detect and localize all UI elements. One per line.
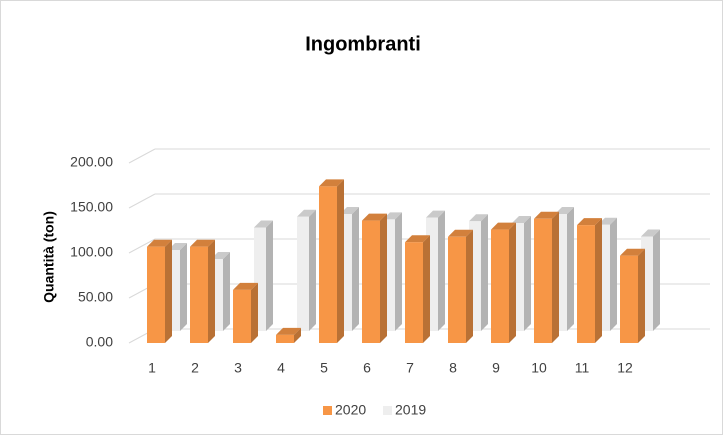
bar-side bbox=[423, 235, 430, 343]
bar-back-top bbox=[297, 209, 316, 217]
x-tick-label: 9 bbox=[492, 360, 500, 376]
bar bbox=[233, 289, 251, 343]
bar-side bbox=[466, 229, 473, 343]
bar-back-side bbox=[524, 216, 531, 331]
bar-top bbox=[147, 239, 172, 247]
bar-back-side bbox=[653, 229, 660, 331]
legend-swatch bbox=[383, 406, 392, 415]
bar-back-side bbox=[352, 207, 359, 331]
bar-back-top bbox=[512, 216, 531, 223]
bar-back-side bbox=[438, 210, 445, 331]
bar-back-top bbox=[641, 229, 660, 237]
bar-back-side bbox=[266, 220, 273, 331]
bar-back-top bbox=[426, 210, 445, 218]
bar-top bbox=[491, 222, 516, 230]
x-tick-label: 11 bbox=[575, 360, 590, 376]
grid-line-depth bbox=[128, 238, 156, 254]
bar-back-side bbox=[395, 212, 402, 331]
x-tick-label: 4 bbox=[277, 360, 285, 376]
bar-back bbox=[297, 216, 309, 331]
bar-side bbox=[638, 248, 645, 343]
x-tick-label: 1 bbox=[148, 360, 156, 376]
x-tick-label: 5 bbox=[320, 360, 328, 376]
bar-top bbox=[319, 179, 344, 187]
bar-back-top bbox=[254, 220, 273, 228]
grid-line-depth bbox=[128, 193, 156, 209]
bar-top bbox=[620, 248, 645, 256]
bar-back-top bbox=[211, 252, 230, 259]
bar bbox=[147, 246, 165, 343]
bar-top bbox=[190, 239, 215, 247]
bar-back-top bbox=[469, 214, 488, 222]
bar-back-side bbox=[223, 252, 230, 331]
bar-side bbox=[294, 327, 301, 343]
bar bbox=[620, 255, 638, 343]
chart-title: Ingombranti bbox=[305, 33, 421, 55]
legend-label: 2020 bbox=[335, 402, 366, 418]
legend-label: 2019 bbox=[395, 402, 426, 418]
x-tick-label: 2 bbox=[191, 360, 199, 376]
bar-back-top bbox=[340, 207, 359, 214]
x-tick-label: 7 bbox=[406, 360, 414, 376]
bar-top bbox=[577, 218, 602, 226]
x-tick-label: 10 bbox=[531, 360, 547, 376]
bar bbox=[276, 334, 294, 343]
bar-side bbox=[595, 218, 602, 343]
bar bbox=[448, 236, 466, 343]
bar-top bbox=[276, 327, 301, 335]
bar-top bbox=[534, 211, 559, 219]
bar-side bbox=[208, 239, 215, 343]
bar-back-side bbox=[610, 217, 617, 331]
x-tick-label: 6 bbox=[363, 360, 371, 376]
bar-back-side bbox=[567, 207, 574, 331]
bar-side bbox=[337, 179, 344, 343]
y-axis-label: Quantità (ton) bbox=[41, 211, 57, 303]
bar-side bbox=[552, 211, 559, 343]
bar-side bbox=[251, 282, 258, 343]
bar bbox=[534, 218, 552, 343]
y-tick-label: 200.00 bbox=[70, 154, 113, 170]
bar-top bbox=[405, 235, 430, 243]
bar bbox=[405, 242, 423, 343]
bar-back-side bbox=[481, 214, 488, 331]
bar bbox=[577, 225, 595, 343]
bar-back-side bbox=[180, 243, 187, 331]
x-tick-label: 3 bbox=[234, 360, 242, 376]
bar-back-top bbox=[168, 243, 187, 250]
y-tick-label: 150.00 bbox=[70, 199, 113, 215]
bar bbox=[319, 186, 337, 343]
bar-top bbox=[362, 213, 387, 221]
y-tick-label: 50.00 bbox=[78, 289, 113, 305]
y-tick-label: 0.00 bbox=[86, 334, 113, 350]
bar bbox=[362, 220, 380, 343]
bar-top bbox=[448, 229, 473, 237]
bar-back-top bbox=[383, 212, 402, 220]
x-tick-label: 8 bbox=[449, 360, 457, 376]
bar-top bbox=[233, 282, 258, 290]
x-tick-label: 12 bbox=[617, 360, 633, 376]
bar-side bbox=[509, 222, 516, 343]
bar bbox=[190, 246, 208, 343]
y-tick-label: 100.00 bbox=[70, 244, 113, 260]
bar-side bbox=[165, 239, 172, 343]
bar-side bbox=[380, 213, 387, 343]
grid-line-depth bbox=[128, 148, 156, 164]
bar bbox=[491, 229, 509, 343]
legend-swatch bbox=[323, 406, 332, 415]
bar-back-top bbox=[598, 217, 617, 225]
bar-back-side bbox=[309, 209, 316, 331]
bar-back-top bbox=[555, 207, 574, 214]
